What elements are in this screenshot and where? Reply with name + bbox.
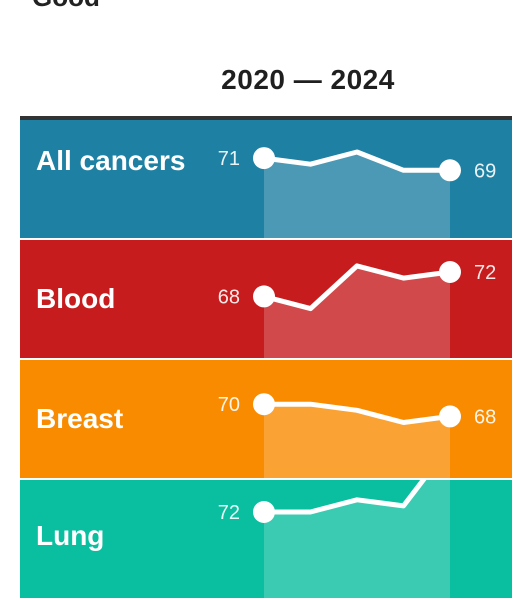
row-all-cancers: All cancers 71 69 xyxy=(20,120,512,238)
end-value-label: 69 xyxy=(474,160,496,182)
end-point xyxy=(439,159,461,182)
end-point xyxy=(439,405,461,428)
start-value-label: 72 xyxy=(218,502,240,524)
row-lung: Lung7283 xyxy=(20,480,512,598)
series-line xyxy=(261,149,453,173)
start-point xyxy=(253,393,275,416)
row-label: All cancers xyxy=(36,145,186,176)
start-value-label: 71 xyxy=(218,148,240,170)
end-value-label: 68 xyxy=(474,406,496,428)
start-point xyxy=(253,147,275,170)
sparkline-blood: 68 72 xyxy=(218,261,496,358)
series-line xyxy=(261,480,427,515)
series-line xyxy=(261,401,453,425)
header-rule xyxy=(20,116,512,120)
area-fill xyxy=(264,265,450,358)
period-heading: 2020 — 2024 xyxy=(221,64,395,95)
page-title: Good xyxy=(32,0,100,13)
series-line xyxy=(261,263,453,312)
sparkline-lung: 7283 xyxy=(218,480,450,598)
start-value-label: 70 xyxy=(218,394,240,416)
row-label: Breast xyxy=(36,403,124,434)
start-point xyxy=(253,285,275,308)
row-blood: Blood 68 72 xyxy=(20,240,512,358)
area-fill xyxy=(264,404,450,478)
row-label: Blood xyxy=(36,283,116,314)
area-fill xyxy=(264,152,450,238)
start-point xyxy=(253,501,275,523)
sparkline-all-cancers: 71 69 xyxy=(218,147,496,238)
row-breast: Breast 70 68 xyxy=(20,360,512,478)
start-value-label: 68 xyxy=(218,286,240,308)
end-point xyxy=(439,261,461,283)
sparkline-breast: 70 68 xyxy=(218,393,496,478)
chart-rows: All cancers 71 69 Blood 68 72 Breast 70 68 Lung 72… xyxy=(20,120,512,600)
end-value-label: 72 xyxy=(474,262,496,284)
